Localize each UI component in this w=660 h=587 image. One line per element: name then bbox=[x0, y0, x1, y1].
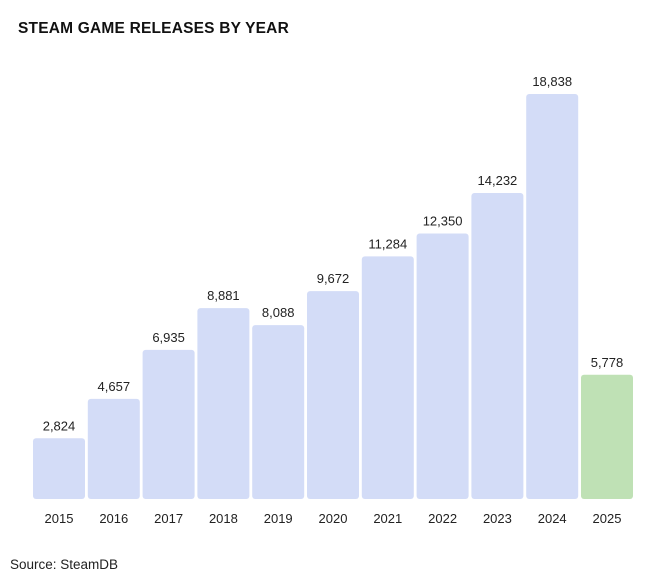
x-tick-2018: 2018 bbox=[209, 511, 238, 526]
source-note: Source: SteamDB bbox=[10, 557, 119, 572]
value-label-2021: 11,284 bbox=[368, 236, 407, 251]
bar-2023 bbox=[471, 193, 524, 499]
x-tick-2015: 2015 bbox=[45, 511, 74, 526]
x-tick-2023: 2023 bbox=[483, 511, 512, 526]
value-label-2018: 8,881 bbox=[207, 288, 240, 303]
value-label-2015: 2,824 bbox=[43, 418, 76, 433]
x-tick-2024: 2024 bbox=[538, 511, 567, 526]
x-tick-2017: 2017 bbox=[154, 511, 183, 526]
value-labels-group: 2,824 4,657 6,935 8,881 8,088 9,672 11,284 12,3… bbox=[43, 74, 624, 433]
bar-2021 bbox=[361, 256, 414, 499]
value-label-2025: 5,778 bbox=[591, 355, 624, 370]
bar-chart: 2,824 4,657 6,935 8,881 8,088 9,672 11,284 12,3… bbox=[33, 74, 633, 526]
value-label-2016: 4,657 bbox=[98, 379, 131, 394]
value-label-2019: 8,088 bbox=[262, 305, 295, 320]
x-tick-2016: 2016 bbox=[99, 511, 128, 526]
value-label-2020: 9,672 bbox=[317, 271, 350, 286]
value-label-2023: 14,232 bbox=[478, 173, 518, 188]
x-axis-tick-labels: 2015 2016 2017 2018 2019 2020 2021 2022 2023 2024… bbox=[45, 511, 622, 526]
bar-2025 bbox=[581, 374, 633, 499]
bar-2018 bbox=[197, 308, 250, 499]
value-label-2022: 12,350 bbox=[423, 214, 463, 229]
bar-2016 bbox=[87, 398, 140, 499]
x-tick-2022: 2022 bbox=[428, 511, 457, 526]
bar-2015 bbox=[33, 438, 85, 499]
bar-2024 bbox=[526, 94, 579, 499]
x-tick-2020: 2020 bbox=[319, 511, 348, 526]
value-label-2017: 6,935 bbox=[152, 330, 185, 345]
value-label-2024: 18,838 bbox=[532, 74, 572, 89]
bar-2022 bbox=[416, 233, 469, 499]
chart-title: STEAM GAME RELEASES BY YEAR bbox=[18, 20, 289, 37]
bars-group bbox=[33, 94, 633, 499]
bar-2020 bbox=[307, 291, 359, 499]
x-tick-2025: 2025 bbox=[593, 511, 622, 526]
x-tick-2021: 2021 bbox=[373, 511, 402, 526]
x-tick-2019: 2019 bbox=[264, 511, 293, 526]
bar-2019 bbox=[252, 325, 305, 499]
bar-2017 bbox=[142, 349, 195, 499]
